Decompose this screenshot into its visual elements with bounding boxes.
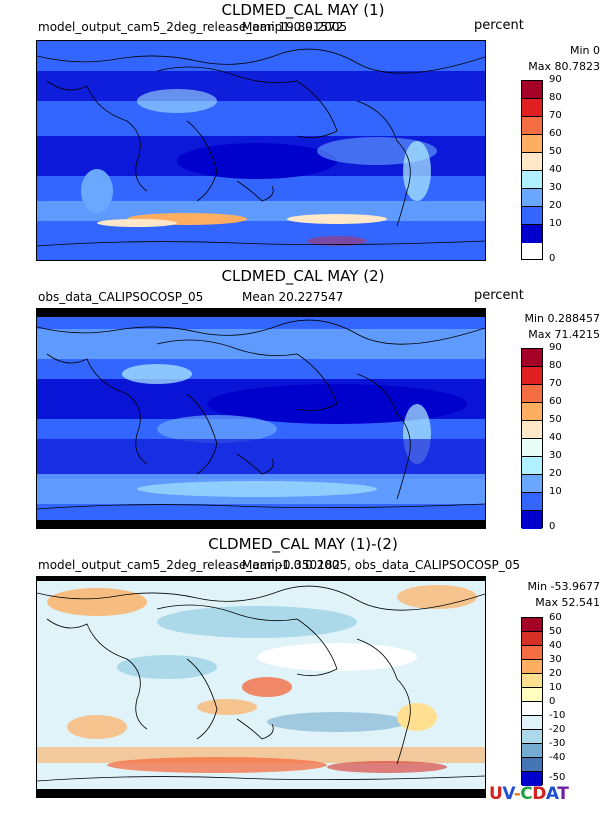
- colorbar-label: 0: [549, 696, 556, 707]
- colorbar-label: 70: [549, 378, 562, 389]
- colorbar-label: 90: [549, 342, 562, 353]
- mean-label: Mean 20.227547: [242, 290, 344, 304]
- colorbar-swatch: [522, 153, 542, 171]
- colorbar-swatch: [522, 475, 542, 493]
- colorbar-label: 30: [549, 654, 562, 665]
- units-label: percent: [474, 288, 524, 303]
- colorbar-swatch: [522, 135, 542, 153]
- colorbar-label: 60: [549, 128, 562, 139]
- colorbar-label: 40: [549, 164, 562, 175]
- colorbar-label: 90: [549, 74, 562, 85]
- colorbar-swatch: [522, 439, 542, 457]
- colorbar-swatch: [522, 81, 542, 99]
- colorbar-label: 20: [549, 200, 562, 211]
- max-label: Max 52.541: [535, 596, 600, 609]
- uvcdat-logo: UV-CDAT: [489, 784, 569, 804]
- colorbar-swatch: [522, 674, 542, 688]
- map-field: [37, 41, 485, 260]
- max-label: Max 71.4215: [528, 328, 600, 341]
- colorbar-swatch: [522, 660, 542, 674]
- units-label: percent: [474, 18, 524, 33]
- colorbar: [521, 348, 543, 529]
- panel-title: CLDMED_CAL MAY (1): [221, 1, 385, 19]
- colorbar-label: 10: [549, 486, 562, 497]
- map-field: [37, 309, 485, 528]
- colorbar-swatch: [522, 702, 542, 716]
- colorbar-label: 20: [549, 668, 562, 679]
- colorbar-label: -10: [549, 710, 566, 721]
- colorbar-swatch: [522, 349, 542, 367]
- source-label: obs_data_CALIPSOCOSP_05: [38, 290, 204, 304]
- colorbar-swatch: [522, 688, 542, 702]
- colorbar-swatch: [522, 207, 542, 225]
- colorbar-label: 40: [549, 640, 562, 651]
- colorbar-swatch: [522, 367, 542, 385]
- panel-title: CLDMED_CAL MAY (1)-(2): [208, 535, 398, 553]
- mean-label: Mean 19.891572: [242, 20, 344, 34]
- colorbar-swatch: [522, 99, 542, 117]
- colorbar-label: -30: [549, 738, 566, 749]
- colorbar-swatch: [522, 618, 542, 632]
- min-label: Min 0.288457: [524, 312, 600, 325]
- colorbar-swatch: [522, 772, 542, 786]
- colorbar-swatch: [522, 403, 542, 421]
- colorbar-label: 0: [549, 521, 556, 532]
- colorbar-label: 0: [549, 253, 556, 264]
- colorbar-swatch: [522, 385, 542, 403]
- colorbar: [521, 80, 543, 260]
- max-label: Max 80.7823: [528, 60, 600, 73]
- colorbar-swatch: [522, 171, 542, 189]
- colorbar-swatch: [522, 716, 542, 730]
- map-plot: [36, 308, 486, 529]
- colorbar-swatch: [522, 493, 542, 511]
- colorbar-label: 20: [549, 468, 562, 479]
- colorbar-label: 60: [549, 396, 562, 407]
- colorbar-swatch: [522, 225, 542, 243]
- colorbar-label: 30: [549, 182, 562, 193]
- colorbar-label: -50: [549, 772, 566, 783]
- source-label: model_output_cam5_2deg_release_amip1.0.0…: [38, 558, 521, 572]
- colorbar-label: -40: [549, 752, 566, 763]
- colorbar-swatch: [522, 189, 542, 207]
- colorbar-label: 50: [549, 146, 562, 157]
- colorbar-swatch: [522, 632, 542, 646]
- colorbar-label: 50: [549, 626, 562, 637]
- colorbar-swatch: [522, 421, 542, 439]
- colorbar-label: 60: [549, 612, 562, 623]
- min-label: Min 0: [569, 44, 600, 57]
- colorbar-label: 10: [549, 682, 562, 693]
- colorbar-label: 30: [549, 450, 562, 461]
- colorbar-label: 80: [549, 360, 562, 371]
- mean-label: Mean -0.350182: [242, 558, 341, 572]
- map-plot: [36, 40, 486, 261]
- colorbar-swatch: [522, 511, 542, 529]
- colorbar-label: 80: [549, 92, 562, 103]
- colorbar-swatch: [522, 758, 542, 772]
- panel-title: CLDMED_CAL MAY (2): [221, 267, 385, 285]
- colorbar-swatch: [522, 744, 542, 758]
- min-label: Min -53.9677: [527, 580, 600, 593]
- source-label: model_output_cam5_2deg_release_amip1.0.0…: [38, 20, 348, 34]
- colorbar-swatch: [522, 646, 542, 660]
- colorbar-label: 10: [549, 218, 562, 229]
- map-field: [37, 577, 485, 797]
- colorbar-label: 50: [549, 414, 562, 425]
- colorbar-swatch: [522, 457, 542, 475]
- colorbar-swatch: [522, 117, 542, 135]
- map-plot: [36, 576, 486, 798]
- colorbar: [521, 617, 543, 786]
- colorbar-label: 70: [549, 110, 562, 121]
- colorbar-label: 40: [549, 432, 562, 443]
- colorbar-label: -20: [549, 724, 566, 735]
- colorbar-swatch: [522, 730, 542, 744]
